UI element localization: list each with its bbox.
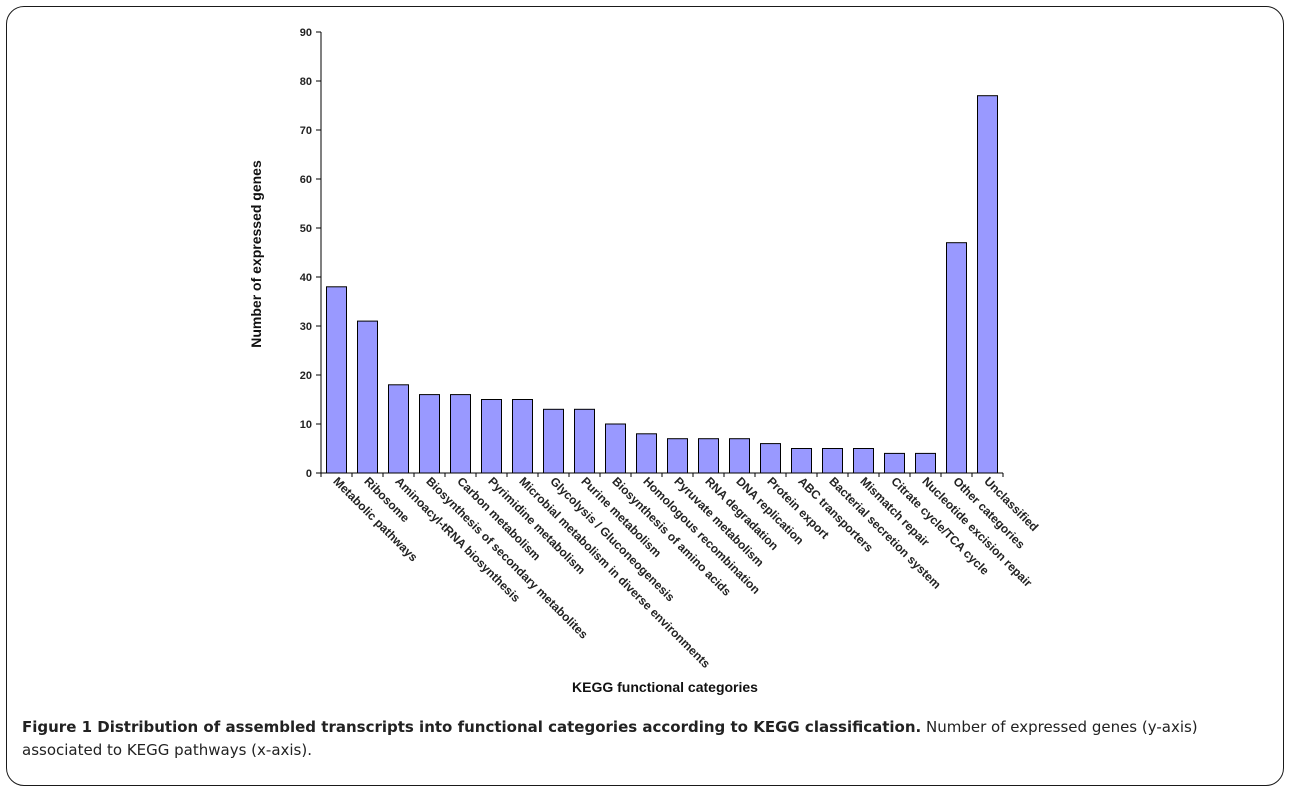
y-tick-label: 20 bbox=[300, 370, 312, 382]
bar-12 bbox=[698, 438, 719, 474]
bar-4 bbox=[450, 394, 471, 474]
bar-chart: 0 10 20 30 40 50 60 70 80 90 Metabolic pathwaysRi… bbox=[248, 27, 1041, 695]
bars-group bbox=[326, 95, 998, 474]
y-tick-label: 90 bbox=[300, 27, 312, 39]
bar-11 bbox=[667, 438, 688, 474]
bar-16 bbox=[822, 448, 843, 474]
bar-20 bbox=[946, 242, 967, 474]
bar-1 bbox=[357, 320, 378, 474]
y-tick-label: 60 bbox=[300, 174, 312, 186]
bar-0 bbox=[326, 286, 347, 474]
y-tick-label: 10 bbox=[300, 419, 312, 431]
bar-2 bbox=[388, 384, 409, 474]
category-labels: Metabolic pathwaysRibosomeAminoacyl-tRNA… bbox=[330, 474, 1041, 671]
x-axis bbox=[320, 472, 1004, 477]
bar-9 bbox=[605, 423, 626, 474]
figure-frame bbox=[6, 6, 1284, 786]
bar-19 bbox=[915, 452, 936, 474]
y-tick-label: 30 bbox=[300, 321, 312, 333]
bar-15 bbox=[791, 448, 812, 474]
bar-7 bbox=[543, 408, 564, 474]
bar-3 bbox=[419, 394, 440, 474]
bar-10 bbox=[636, 433, 657, 474]
caption-text: Number of expressed genes (y-axis) assoc… bbox=[22, 718, 1198, 759]
y-tick-label: 0 bbox=[306, 468, 312, 480]
y-axis-title: Number of expressed genes bbox=[248, 160, 264, 348]
bar-14 bbox=[760, 443, 781, 474]
bar-8 bbox=[574, 408, 595, 474]
bar-6 bbox=[512, 399, 533, 474]
x-axis-title: KEGG functional categories bbox=[572, 679, 758, 695]
y-axis: 0 10 20 30 40 50 60 70 80 90 bbox=[300, 27, 322, 480]
figure-caption: Figure 1 Distribution of assembled trans… bbox=[22, 716, 1272, 762]
caption-lead: Figure 1 Distribution of assembled trans… bbox=[22, 718, 922, 736]
bar-5 bbox=[481, 399, 502, 474]
bar-13 bbox=[729, 438, 750, 474]
bar-21 bbox=[977, 95, 998, 474]
y-tick-label: 70 bbox=[300, 125, 312, 137]
y-tick-label: 80 bbox=[300, 76, 312, 88]
y-tick-label: 50 bbox=[300, 223, 312, 235]
y-tick-label: 40 bbox=[300, 272, 312, 284]
bar-18 bbox=[884, 452, 905, 474]
bar-17 bbox=[853, 448, 874, 474]
